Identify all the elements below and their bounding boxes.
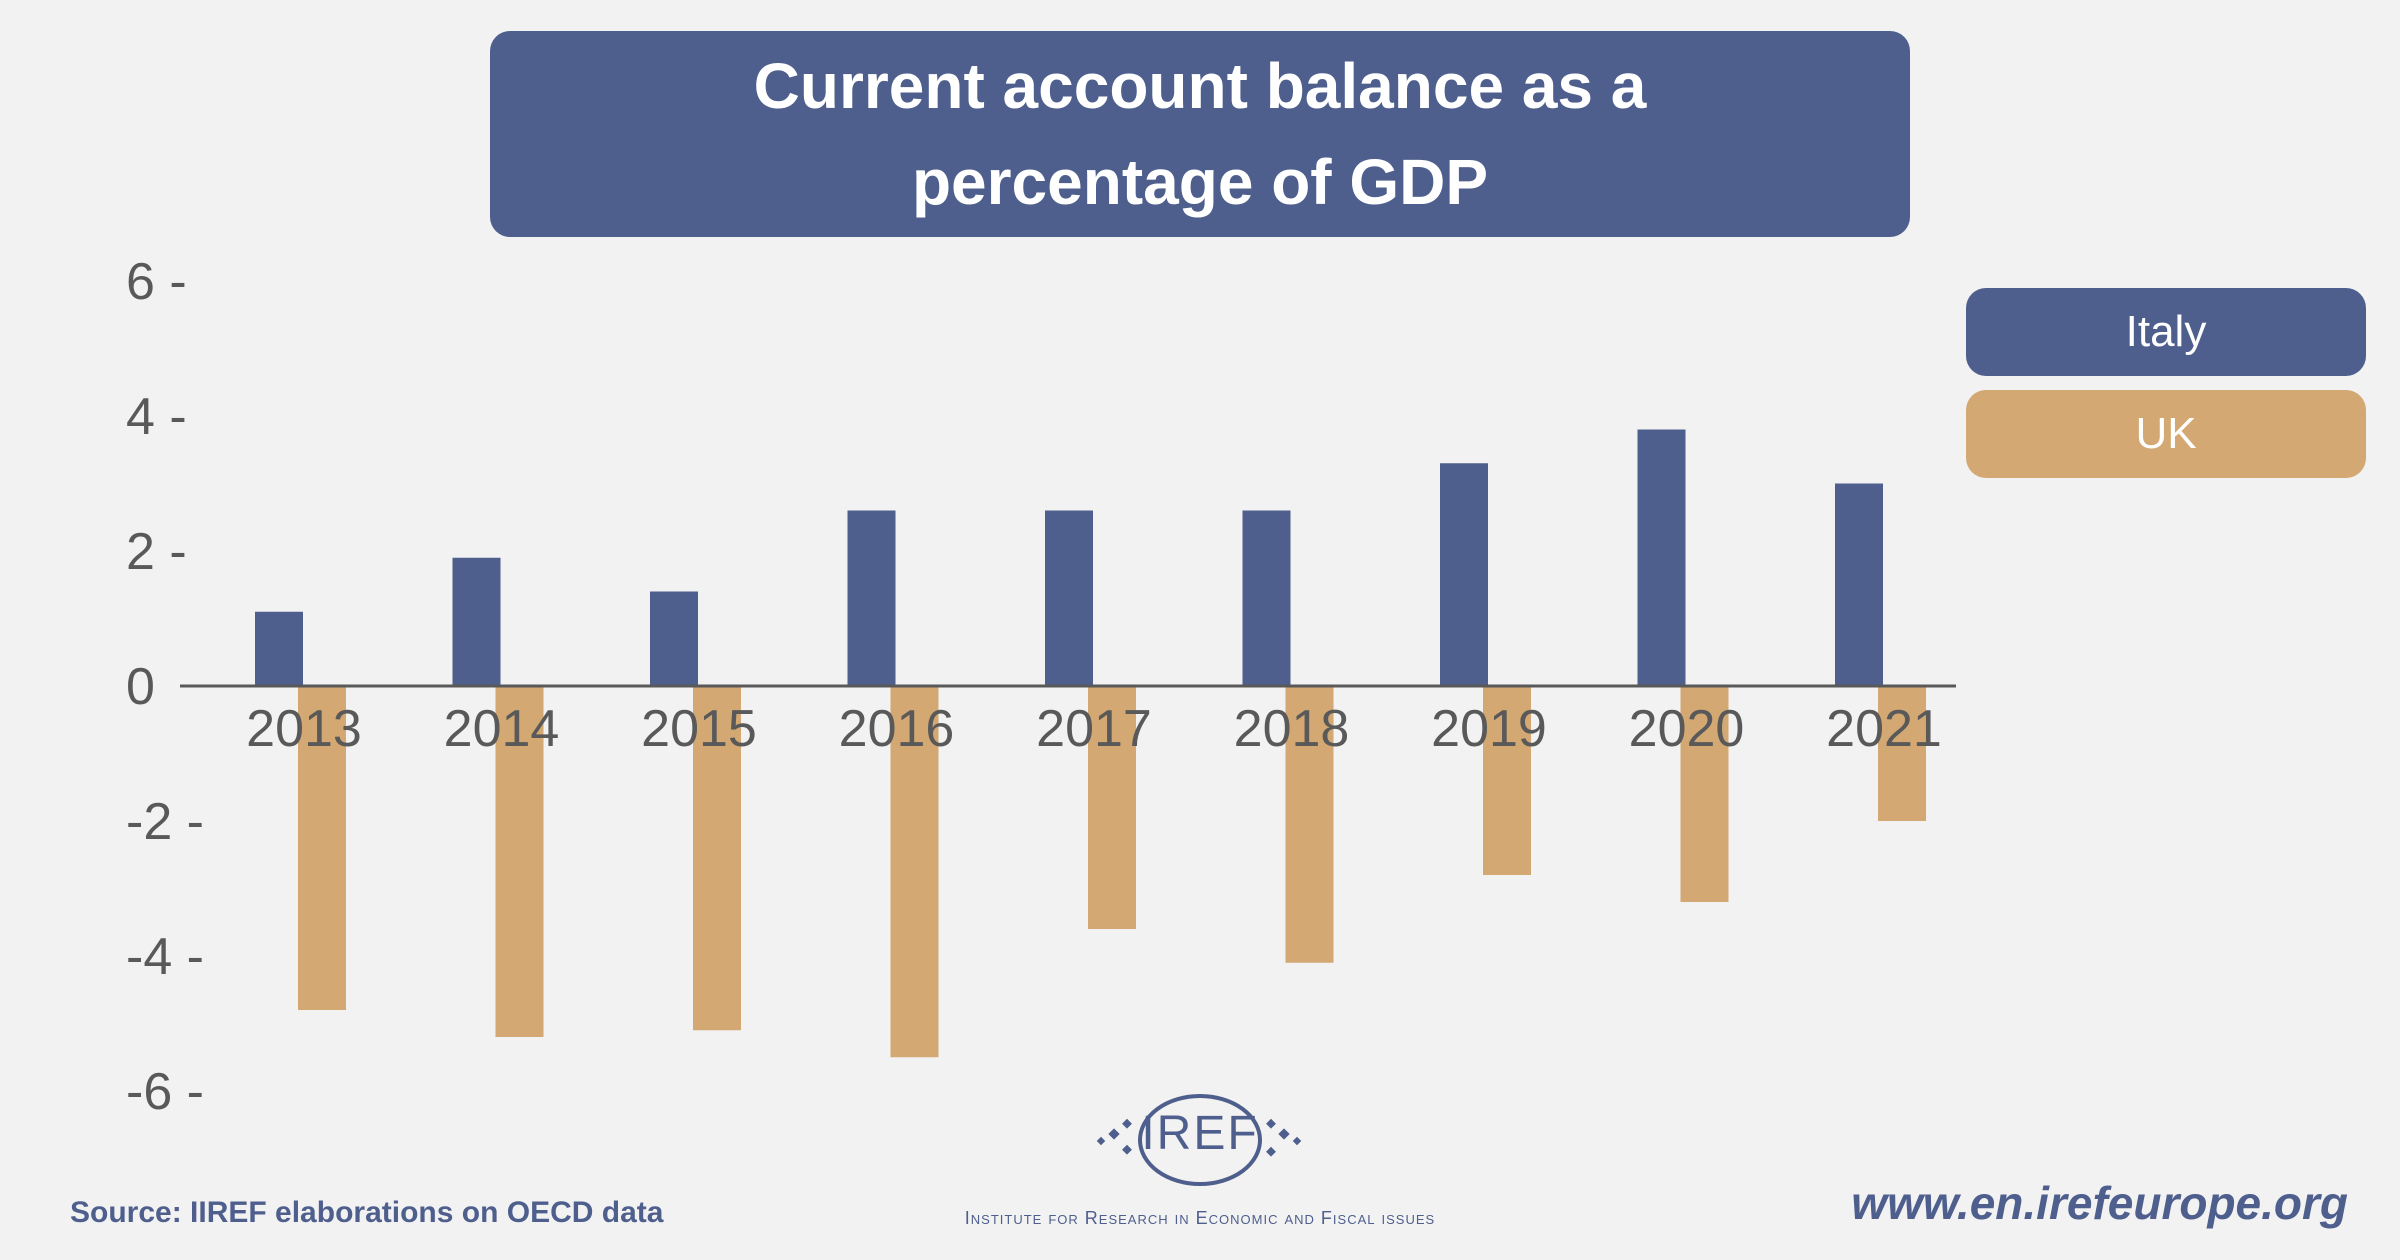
chart-title-line-2: percentage of GDP bbox=[911, 146, 1489, 218]
bar-italy-2014 bbox=[452, 557, 501, 686]
legend-item-italy: Italy bbox=[1966, 288, 2366, 376]
bar-uk-2018 bbox=[1285, 686, 1334, 963]
bar-uk-2020 bbox=[1680, 686, 1729, 902]
bar-series bbox=[255, 429, 1926, 1058]
y-tick-label: 2 - bbox=[126, 523, 187, 581]
x-tick-label: 2018 bbox=[1234, 700, 1350, 758]
website-url: www.en.irefeurope.org bbox=[1851, 1177, 2348, 1229]
bar-uk-2021 bbox=[1878, 686, 1926, 821]
y-tick-label: 4 - bbox=[126, 388, 187, 446]
bar-italy-2013 bbox=[255, 611, 303, 686]
legend-item-uk: UK bbox=[1966, 390, 2366, 478]
y-tick-label: 6 - bbox=[126, 253, 187, 311]
chart-title-line-1: Current account balance as a bbox=[753, 50, 1647, 122]
x-tick-label: 2019 bbox=[1431, 700, 1547, 758]
x-axis-labels: 2013 2014 2015 2016 2017 2018 2019 2020 2021 bbox=[246, 700, 1942, 758]
chart-title: Current account balance as a percentage … bbox=[490, 31, 1910, 237]
x-tick-label: 2017 bbox=[1036, 700, 1152, 758]
bar-uk-2019 bbox=[1483, 686, 1531, 875]
x-tick-label: 2015 bbox=[641, 700, 757, 758]
bar-uk-2013 bbox=[298, 686, 346, 1010]
y-tick-label: 0 bbox=[126, 658, 155, 716]
bar-italy-2016 bbox=[847, 510, 896, 686]
y-tick-label: -4 - bbox=[126, 928, 204, 986]
bar-italy-2019 bbox=[1440, 463, 1488, 686]
iref-logo-text: IREF bbox=[1141, 1107, 1259, 1160]
x-tick-label: 2013 bbox=[246, 700, 362, 758]
bar-uk-2016 bbox=[890, 686, 939, 1058]
x-tick-label: 2021 bbox=[1826, 700, 1942, 758]
bar-uk-2017 bbox=[1088, 686, 1136, 929]
bar-italy-2021 bbox=[1835, 483, 1883, 686]
x-tick-label: 2014 bbox=[444, 700, 560, 758]
source-note: Source: IIREF elaborations on OECD data bbox=[70, 1196, 664, 1229]
x-tick-label: 2020 bbox=[1629, 700, 1745, 758]
y-tick-label: -2 - bbox=[126, 793, 204, 851]
bar-italy-2018 bbox=[1242, 510, 1291, 686]
bar-italy-2015 bbox=[650, 591, 698, 686]
x-tick-label: 2016 bbox=[839, 700, 955, 758]
bar-uk-2014 bbox=[495, 686, 544, 1037]
bar-italy-2017 bbox=[1045, 510, 1093, 686]
institute-name: Institute for Research in Economic and F… bbox=[964, 1208, 1436, 1228]
y-tick-label: -6 - bbox=[126, 1063, 204, 1121]
bar-italy-2020 bbox=[1637, 429, 1686, 686]
iref-logo-emblem bbox=[1096, 1094, 1302, 1186]
y-axis-ticks: 6 - 4 - 2 - 0 -2 - -4 - -6 - bbox=[126, 253, 204, 1121]
bar-uk-2015 bbox=[693, 686, 741, 1031]
